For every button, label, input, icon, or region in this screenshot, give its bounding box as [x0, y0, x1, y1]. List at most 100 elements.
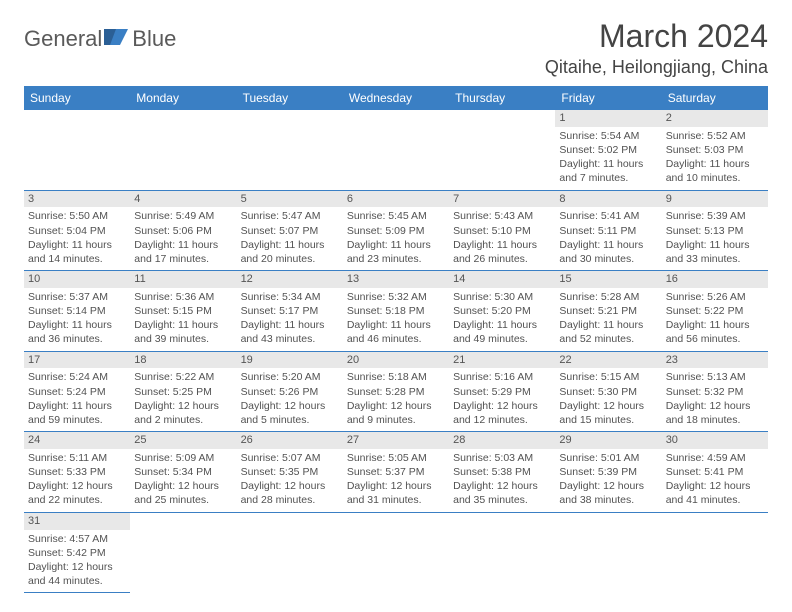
day-number: 5 — [237, 191, 343, 208]
brand-part1: General — [24, 26, 102, 52]
calendar-day: 8Sunrise: 5:41 AMSunset: 5:11 PMDaylight… — [555, 190, 661, 271]
calendar-day: 27Sunrise: 5:05 AMSunset: 5:37 PMDayligh… — [343, 432, 449, 513]
calendar-empty — [237, 110, 343, 190]
day-number: 25 — [130, 432, 236, 449]
daylight-line: Daylight: 11 hours and 10 minutes. — [666, 157, 764, 185]
sunset-line: Sunset: 5:02 PM — [559, 143, 657, 157]
daylight-line: Daylight: 11 hours and 46 minutes. — [347, 318, 445, 346]
weekday-header: Monday — [130, 86, 236, 110]
day-number: 15 — [555, 271, 661, 288]
daylight-line: Daylight: 12 hours and 25 minutes. — [134, 479, 232, 507]
calendar-day: 21Sunrise: 5:16 AMSunset: 5:29 PMDayligh… — [449, 351, 555, 432]
calendar-empty — [343, 512, 449, 593]
daylight-line: Daylight: 11 hours and 33 minutes. — [666, 238, 764, 266]
sunrise-line: Sunrise: 5:41 AM — [559, 209, 657, 223]
day-number: 4 — [130, 191, 236, 208]
sunrise-line: Sunrise: 5:16 AM — [453, 370, 551, 384]
sunset-line: Sunset: 5:04 PM — [28, 224, 126, 238]
calendar-empty — [237, 512, 343, 593]
daylight-line: Daylight: 12 hours and 38 minutes. — [559, 479, 657, 507]
calendar-empty — [555, 512, 661, 593]
calendar-day: 7Sunrise: 5:43 AMSunset: 5:10 PMDaylight… — [449, 190, 555, 271]
daylight-line: Daylight: 12 hours and 9 minutes. — [347, 399, 445, 427]
title-block: March 2024 Qitaihe, Heilongjiang, China — [545, 18, 768, 78]
day-number: 23 — [662, 352, 768, 369]
daylight-line: Daylight: 11 hours and 59 minutes. — [28, 399, 126, 427]
day-number: 17 — [24, 352, 130, 369]
sunset-line: Sunset: 5:26 PM — [241, 385, 339, 399]
sunrise-line: Sunrise: 5:24 AM — [28, 370, 126, 384]
sunrise-line: Sunrise: 5:45 AM — [347, 209, 445, 223]
day-number: 21 — [449, 352, 555, 369]
sunrise-line: Sunrise: 5:54 AM — [559, 129, 657, 143]
daylight-line: Daylight: 12 hours and 12 minutes. — [453, 399, 551, 427]
day-number: 20 — [343, 352, 449, 369]
day-number: 12 — [237, 271, 343, 288]
sunrise-line: Sunrise: 5:09 AM — [134, 451, 232, 465]
day-number: 27 — [343, 432, 449, 449]
day-number: 9 — [662, 191, 768, 208]
sunrise-line: Sunrise: 5:28 AM — [559, 290, 657, 304]
daylight-line: Daylight: 12 hours and 22 minutes. — [28, 479, 126, 507]
sunrise-line: Sunrise: 5:22 AM — [134, 370, 232, 384]
sunset-line: Sunset: 5:24 PM — [28, 385, 126, 399]
daylight-line: Daylight: 11 hours and 20 minutes. — [241, 238, 339, 266]
calendar-day: 19Sunrise: 5:20 AMSunset: 5:26 PMDayligh… — [237, 351, 343, 432]
calendar-day: 14Sunrise: 5:30 AMSunset: 5:20 PMDayligh… — [449, 271, 555, 352]
calendar-day: 17Sunrise: 5:24 AMSunset: 5:24 PMDayligh… — [24, 351, 130, 432]
sunset-line: Sunset: 5:22 PM — [666, 304, 764, 318]
daylight-line: Daylight: 11 hours and 49 minutes. — [453, 318, 551, 346]
sunrise-line: Sunrise: 5:36 AM — [134, 290, 232, 304]
calendar-day: 5Sunrise: 5:47 AMSunset: 5:07 PMDaylight… — [237, 190, 343, 271]
calendar-day: 13Sunrise: 5:32 AMSunset: 5:18 PMDayligh… — [343, 271, 449, 352]
sunset-line: Sunset: 5:07 PM — [241, 224, 339, 238]
calendar-row: 1 Sunrise: 5:54 AMSunset: 5:02 PM Daylight… — [24, 110, 768, 190]
sunset-line: Sunset: 5:34 PM — [134, 465, 232, 479]
sunset-line: Sunset: 5:25 PM — [134, 385, 232, 399]
sunrise-line: Sunrise: 5:49 AM — [134, 209, 232, 223]
calendar-row: 3Sunrise: 5:50 AMSunset: 5:04 PMDaylight… — [24, 190, 768, 271]
calendar-day: 2Sunrise: 5:52 AMSunset: 5:03 PMDaylight… — [662, 110, 768, 190]
sunset-line: Sunset: 5:29 PM — [453, 385, 551, 399]
day-number: 30 — [662, 432, 768, 449]
calendar-day: 11Sunrise: 5:36 AMSunset: 5:15 PMDayligh… — [130, 271, 236, 352]
calendar-day: 22Sunrise: 5:15 AMSunset: 5:30 PMDayligh… — [555, 351, 661, 432]
daylight-line: Daylight: 12 hours and 28 minutes. — [241, 479, 339, 507]
calendar-day: 10Sunrise: 5:37 AMSunset: 5:14 PMDayligh… — [24, 271, 130, 352]
day-number: 10 — [24, 271, 130, 288]
sunrise-line: Sunrise: 4:59 AM — [666, 451, 764, 465]
calendar-day: 9Sunrise: 5:39 AMSunset: 5:13 PMDaylight… — [662, 190, 768, 271]
calendar-day: 4Sunrise: 5:49 AMSunset: 5:06 PMDaylight… — [130, 190, 236, 271]
calendar-day: 31Sunrise: 4:57 AMSunset: 5:42 PMDayligh… — [24, 512, 130, 593]
daylight-line: Daylight: 11 hours and 36 minutes. — [28, 318, 126, 346]
calendar-day: 15 Sunrise: 5:28 AMSunset: 5:21 PMDayligh… — [555, 271, 661, 352]
weekday-header: Sunday — [24, 86, 130, 110]
brand-logo: General Blue — [24, 26, 176, 52]
sunset-line: Sunset: 5:28 PM — [347, 385, 445, 399]
calendar-row: 17Sunrise: 5:24 AMSunset: 5:24 PMDayligh… — [24, 351, 768, 432]
daylight-line: Daylight: 12 hours and 31 minutes. — [347, 479, 445, 507]
sunset-line: Sunset: 5:21 PM — [559, 304, 657, 318]
weekday-header: Saturday — [662, 86, 768, 110]
calendar-body: 1 Sunrise: 5:54 AMSunset: 5:02 PM Daylight… — [24, 110, 768, 593]
day-number: 8 — [555, 191, 661, 208]
sunrise-line: Sunrise: 5:32 AM — [347, 290, 445, 304]
day-number: 29 — [555, 432, 661, 449]
day-number: 26 — [237, 432, 343, 449]
day-number: 7 — [449, 191, 555, 208]
calendar-row: 10Sunrise: 5:37 AMSunset: 5:14 PMDayligh… — [24, 271, 768, 352]
day-number: 6 — [343, 191, 449, 208]
daylight-line: Daylight: 11 hours and 17 minutes. — [134, 238, 232, 266]
day-number: 3 — [24, 191, 130, 208]
calendar-row: 24Sunrise: 5:11 AMSunset: 5:33 PMDayligh… — [24, 432, 768, 513]
sunset-line: Sunset: 5:09 PM — [347, 224, 445, 238]
sunset-line: Sunset: 5:30 PM — [559, 385, 657, 399]
sunrise-line: Sunrise: 5:47 AM — [241, 209, 339, 223]
sunrise-line: Sunrise: 5:11 AM — [28, 451, 126, 465]
calendar-table: SundayMondayTuesdayWednesdayThursdayFrid… — [24, 86, 768, 593]
sunrise-line: Sunrise: 5:05 AM — [347, 451, 445, 465]
calendar-day: 20Sunrise: 5:18 AMSunset: 5:28 PMDayligh… — [343, 351, 449, 432]
weekday-header: Wednesday — [343, 86, 449, 110]
day-number: 1 — [555, 110, 661, 127]
daylight-line: Daylight: 11 hours and 52 minutes. — [559, 318, 657, 346]
